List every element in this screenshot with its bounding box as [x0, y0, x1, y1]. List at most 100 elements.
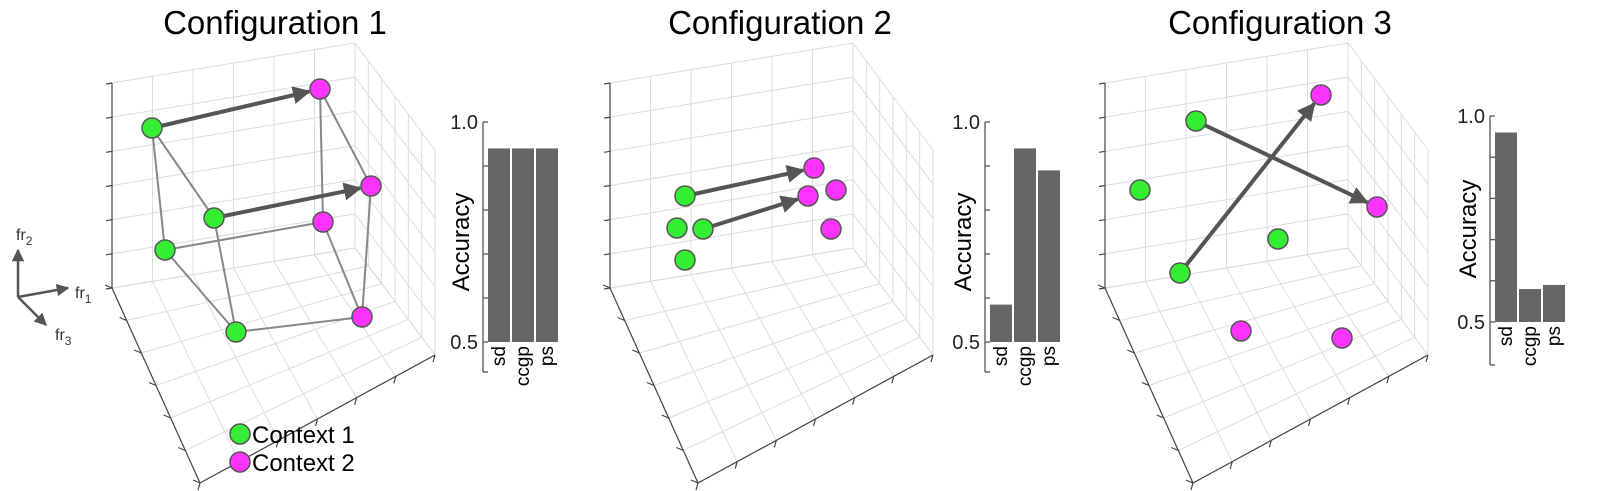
- legend-context2-marker: [229, 451, 251, 473]
- x-tick-label: ps: [537, 346, 558, 366]
- grid-line: [852, 42, 934, 151]
- panel-title: Configuration 2: [668, 4, 892, 41]
- axis-tick: [1098, 253, 1106, 256]
- x-tick-label: ccgp: [1015, 346, 1036, 386]
- axis-tick: [1112, 316, 1120, 322]
- context2-point: [820, 218, 842, 240]
- bar-ps: [1543, 284, 1565, 322]
- context1-point: [674, 249, 696, 271]
- axis-tick: [1229, 461, 1233, 469]
- connector-line: [164, 221, 324, 251]
- axis-tick: [1098, 150, 1106, 153]
- axes-indicator: fr2 fr1 fr3: [11, 227, 92, 348]
- axis-tick: [603, 82, 611, 85]
- axis-tick: [603, 116, 611, 119]
- context1-point: [203, 207, 225, 229]
- axis-tick: [1185, 479, 1194, 484]
- y-tick-label: 0.5: [952, 332, 980, 354]
- connector-line: [319, 88, 324, 223]
- connector-line: [322, 221, 363, 318]
- context1-point: [692, 218, 714, 240]
- axis-tick: [603, 253, 611, 256]
- axis-tick: [1268, 440, 1272, 448]
- x-tick-label: ps: [1039, 346, 1060, 366]
- arrow: [151, 86, 312, 130]
- grid-line: [1104, 42, 1349, 84]
- axis-tick: [852, 397, 856, 405]
- x-tick-label: sd: [991, 346, 1012, 366]
- context1-point: [1267, 228, 1289, 250]
- arrow: [702, 195, 800, 231]
- grid-line: [111, 42, 356, 84]
- axis-tick: [646, 381, 655, 387]
- axis-tick: [734, 461, 738, 469]
- fr1-label: fr1: [75, 285, 92, 306]
- y-axis-label: Accuracy: [950, 193, 977, 292]
- x-tick-label: ccgp: [513, 346, 534, 386]
- bar-sd: [1495, 132, 1517, 322]
- grid-line: [852, 247, 934, 356]
- x-tick-label: sd: [1496, 326, 1517, 346]
- y-tick-label: 0.5: [450, 332, 478, 354]
- axis-tick: [178, 446, 186, 452]
- grid-line: [1347, 76, 1429, 185]
- axis-tick: [603, 150, 611, 153]
- grid-line: [1307, 254, 1390, 377]
- axis-tick: [1190, 482, 1194, 491]
- arrow: [684, 164, 806, 198]
- y-axis-label: Accuracy: [1455, 180, 1482, 279]
- connector-line: [213, 217, 237, 333]
- 3d-axes: [1097, 42, 1429, 491]
- axis-tick: [1097, 284, 1106, 289]
- axis-tick: [105, 184, 113, 188]
- axis-tick: [1307, 418, 1312, 427]
- grid-line: [609, 76, 854, 118]
- fr3-label: fr3: [55, 327, 72, 348]
- connector-line: [361, 185, 372, 318]
- axis-tick: [676, 446, 684, 452]
- y-tick-label: 1.0: [952, 112, 980, 134]
- axis-tick: [314, 418, 319, 427]
- accuracy-bar-chart: 1.0 0.5 Accuracy sd ccgp ps: [1455, 106, 1565, 366]
- context2-point: [360, 175, 382, 197]
- context2-point: [825, 179, 847, 201]
- axis-tick: [148, 381, 157, 387]
- axis-tick: [603, 184, 611, 188]
- context2-point: [1230, 320, 1252, 342]
- context1-point: [1185, 110, 1207, 132]
- legend: Context 1 Context 2: [229, 422, 355, 477]
- grid-line: [771, 261, 856, 398]
- panel-configuration-1: Configuration 1 1.0 0.5 Accuracy sd ccgp ps: [104, 4, 558, 491]
- axis-tick: [105, 82, 113, 85]
- panel-title: Configuration 1: [163, 4, 387, 41]
- y-tick-label: 0.5: [1457, 312, 1485, 334]
- accuracy-bar-chart: 1.0 0.5 Accuracy sd ccgp ps: [950, 112, 1060, 386]
- context1-point: [674, 185, 696, 207]
- axis-tick: [105, 116, 113, 119]
- axis-tick: [1156, 414, 1164, 419]
- axis-tick: [275, 440, 279, 448]
- axis-tick: [1141, 381, 1150, 387]
- axis-tick: [197, 482, 201, 491]
- x-tick-label: ps: [1544, 326, 1565, 346]
- x-tick-label: ccgp: [1520, 326, 1541, 366]
- panel-configuration-3: Configuration 3 1.0 0.5 Accuracy sd ccgp ps: [1097, 4, 1565, 491]
- bar-sd: [488, 148, 510, 342]
- axis-tick: [163, 414, 171, 419]
- axis-tick: [603, 219, 611, 222]
- axis-tick: [1347, 397, 1351, 405]
- axis-tick: [1386, 376, 1390, 384]
- axis-tick: [617, 316, 625, 322]
- fr2-label: fr2: [16, 227, 33, 248]
- axis-tick: [690, 479, 699, 484]
- axis-tick: [1098, 116, 1106, 119]
- arrow: [1178, 102, 1316, 275]
- panel-title: Configuration 3: [1168, 4, 1392, 41]
- legend-context2-label: Context 2: [252, 450, 355, 477]
- axis-tick: [632, 349, 640, 354]
- context2-point: [312, 211, 334, 233]
- bar-sd: [990, 304, 1012, 342]
- context1-point: [666, 217, 688, 239]
- arrow: [213, 182, 362, 220]
- axis-tick: [661, 414, 669, 419]
